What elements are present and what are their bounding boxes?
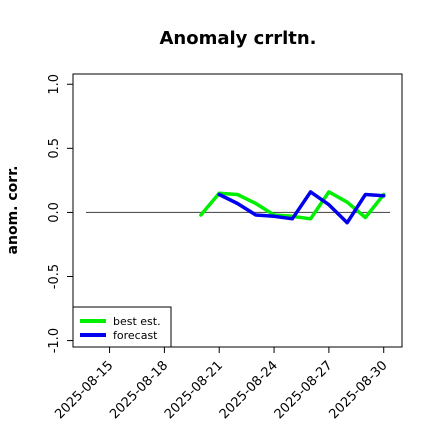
y-tick-label: 0.0 (47, 202, 62, 223)
series-layer (199, 190, 386, 225)
y-tick-label: 1.0 (47, 74, 62, 95)
legend: best est. forecast (72, 306, 172, 348)
x-tick-label: 2025-08-21 (162, 358, 226, 422)
legend-box (72, 306, 172, 348)
series-line-forecast (217, 190, 386, 225)
x-axis: 2025-08-152025-08-182025-08-212025-08-24… (52, 347, 391, 422)
y-tick-label: 0.5 (47, 138, 62, 159)
series-line-best-est (199, 190, 386, 221)
plot-frame (72, 73, 403, 348)
legend-label-forecast: forecast (113, 329, 158, 342)
y-axis: -1.0 -0.5 0.0 0.5 1.0 (47, 74, 73, 353)
x-tick-label: 2025-08-18 (107, 358, 171, 422)
chart-title: Anomaly crrltn. (159, 28, 316, 49)
x-tick-label: 2025-08-24 (217, 358, 281, 422)
x-tick-label: 2025-08-15 (52, 358, 116, 422)
y-axis-label: anom. corr. (5, 166, 21, 255)
y-tick-label: -0.5 (47, 264, 62, 289)
y-tick-label: -1.0 (47, 328, 62, 353)
legend-label-best-est: best est. (113, 315, 161, 328)
x-tick-label: 2025-08-27 (272, 358, 336, 422)
x-tick-label: 2025-08-30 (327, 358, 391, 422)
